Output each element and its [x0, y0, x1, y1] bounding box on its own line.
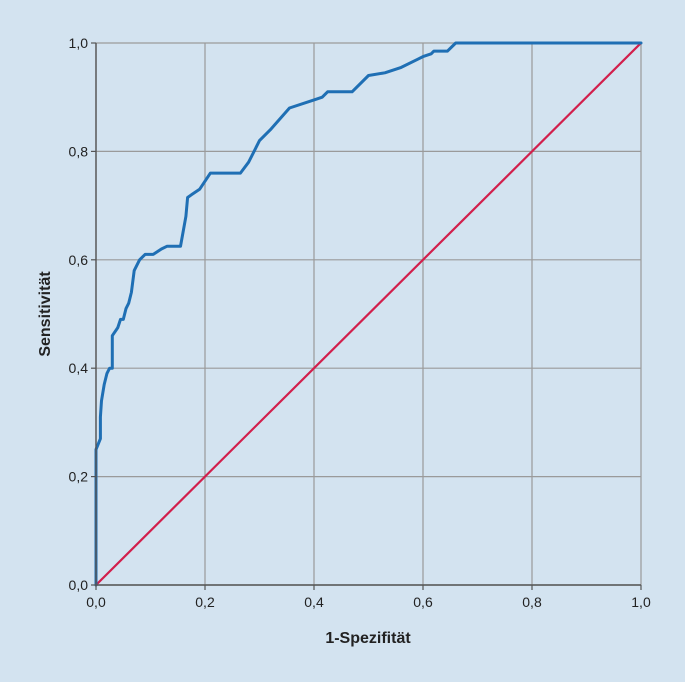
- y-tick-label: 0,8: [69, 143, 89, 159]
- x-axis-label: 1-Spezifität: [325, 630, 411, 647]
- y-tick-label: 1,0: [69, 35, 89, 51]
- y-tick-label: 0,6: [69, 252, 89, 268]
- series-layer: [94, 41, 643, 587]
- axes: [91, 42, 642, 590]
- x-tick-label: 0,6: [413, 594, 433, 610]
- y-tick-label: 0,4: [69, 360, 89, 376]
- grid: [95, 42, 642, 586]
- x-tick-label: 0,2: [195, 594, 215, 610]
- y-tick-label: 0,0: [69, 577, 89, 593]
- roc-curve-line: [94, 41, 643, 587]
- x-tick-label: 0,0: [86, 594, 106, 610]
- reference-diagonal-line: [94, 41, 643, 587]
- x-tick-label: 1,0: [631, 594, 651, 610]
- y-tick-label: 0,2: [69, 469, 89, 485]
- x-tick-label: 0,8: [522, 594, 542, 610]
- tick-labels: 0,0 0,2 0,4 0,6 0,8 1,0 0,0 0,2 0,4 0,6 0,8 1,0: [69, 35, 651, 610]
- x-tick-label: 0,4: [304, 594, 324, 610]
- y-axis-label: Sensitivität: [37, 271, 54, 357]
